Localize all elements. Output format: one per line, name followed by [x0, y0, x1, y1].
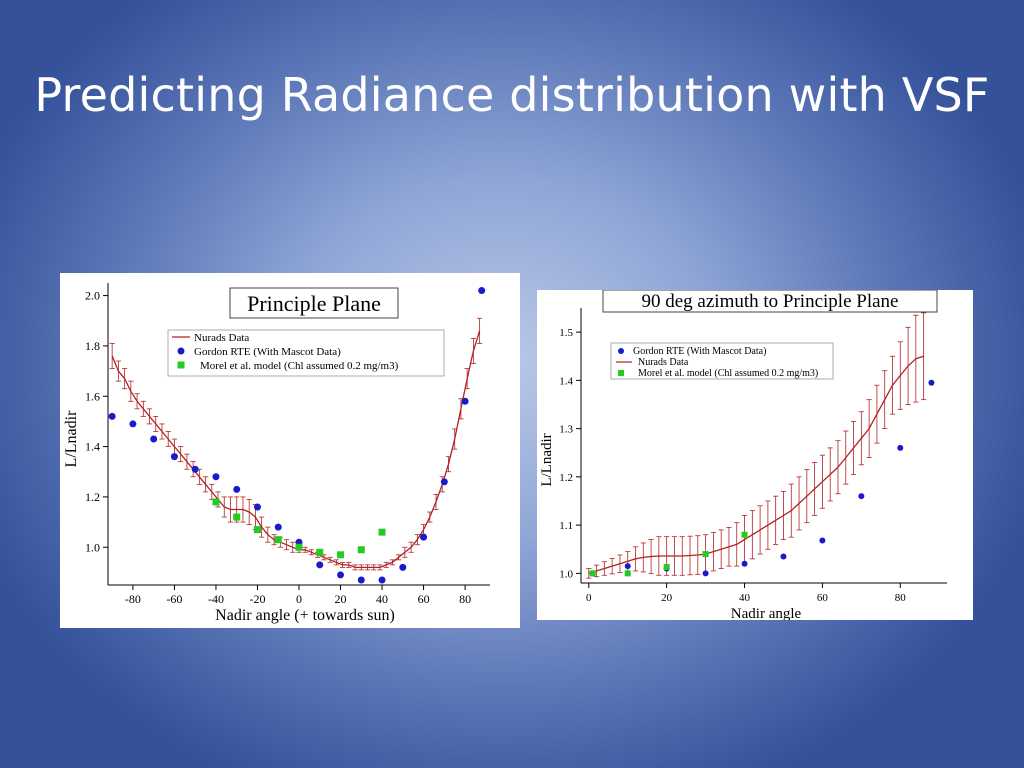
nurads-series-line [588, 355, 924, 575]
y-axis-label: L/Lnadir [63, 410, 80, 468]
azimuth-90-chart: 1.0 1.1 1.2 1.3 1.4 1.5 0 20 40 60 80 90 deg azimu… [539, 290, 947, 620]
x-tick-label: 40 [739, 592, 751, 604]
x-tick-label: -40 [208, 592, 224, 606]
legend-label-morel: Morel et al. model (Chl assumed 0.2 mg/m… [200, 360, 399, 372]
morel-model-point [589, 570, 596, 577]
legend-label-nurads: Nurads Data [638, 357, 689, 368]
azimuth-90-chart-panel: 1.0 1.1 1.2 1.3 1.4 1.5 0 20 40 60 80 90 deg azimu… [537, 290, 973, 620]
morel-model-point [316, 548, 324, 556]
legend-swatch-morel [618, 370, 624, 376]
nurads-error-bar [109, 343, 115, 369]
gordon-rte-point [274, 523, 282, 531]
gordon-rte-point [858, 493, 865, 500]
y-axis-label: L/Lnadir [539, 433, 555, 486]
gordon-rte-point [702, 570, 709, 577]
gordon-rte-point [780, 553, 787, 560]
gordon-rte-point [212, 473, 220, 481]
x-tick-label: 0 [586, 592, 592, 604]
x-axis-label: Nadir angle [731, 606, 802, 620]
chart-marks [108, 287, 486, 584]
x-tick-label: 60 [817, 592, 829, 604]
morel-model-point [378, 528, 386, 536]
morel-model-point [624, 570, 631, 577]
x-tick-label: 20 [335, 592, 347, 606]
chart-title-box: Principle Plane [229, 287, 399, 319]
y-tick-label: 1.2 [85, 490, 100, 504]
x-axis-label: Nadir angle (+ towards sun) [215, 607, 395, 624]
y-tick-label: 1.6 [85, 389, 100, 403]
morel-model-point [253, 526, 261, 534]
gordon-rte-point [624, 563, 631, 570]
gordon-rte-point [478, 287, 486, 295]
legend-swatch-gordon [177, 347, 185, 355]
morel-model-point [357, 546, 365, 554]
gordon-rte-point [129, 420, 137, 428]
morel-model-point [295, 543, 303, 551]
gordon-rte-point [928, 379, 935, 386]
gordon-rte-point [461, 397, 469, 405]
gordon-rte-point [233, 485, 241, 493]
y-tick-label: 1.0 [559, 568, 573, 580]
chart-axes: 1.0 1.2 1.4 1.6 1.8 2.0 -80 -60 -40 -20 0 20 40 60 80 [85, 283, 490, 606]
y-tick-label: 1.8 [85, 339, 100, 353]
morel-model-point [741, 531, 748, 538]
chart-title: 90 deg azimuth to Principle Plane [642, 291, 899, 312]
morel-model-point [233, 513, 241, 521]
x-tick-label: 40 [376, 592, 388, 606]
principle-plane-chart-panel: 1.0 1.2 1.4 1.6 1.8 2.0 -80 -60 -40 -20 0 20 40 60 80 … [60, 273, 520, 628]
gordon-rte-point [819, 537, 826, 544]
x-tick-label: 0 [296, 592, 302, 606]
morel-model-point [212, 498, 220, 506]
chart-marks [586, 312, 935, 579]
legend-swatch-gordon [618, 348, 624, 354]
gordon-rte-point [191, 465, 199, 473]
gordon-rte-point [150, 435, 158, 443]
slide-title: Predicting Radiance distribution with VS… [34, 68, 990, 122]
y-tick-label: 1.0 [85, 540, 100, 554]
legend-label-nurads: Nurads Data [194, 332, 249, 344]
x-tick-label: 80 [895, 592, 907, 604]
gordon-rte-point [440, 478, 448, 486]
gordon-rte-point [337, 571, 345, 579]
y-tick-label: 1.1 [559, 520, 573, 532]
gordon-rte-point [253, 503, 261, 511]
principle-plane-chart: 1.01.21.41.61.82.0-80 -60 -40 -20 0 20 40 60 80 … [63, 283, 490, 624]
legend-label-gordon: Gordon RTE (With Mascot Data) [633, 346, 766, 357]
x-tick-label: -20 [249, 592, 265, 606]
chart-legend: Gordon RTE (With Mascot Data) Nurads Dat… [610, 342, 834, 380]
y-tick-label: 2.0 [85, 289, 100, 303]
y-tick-label: 1.5 [559, 327, 573, 339]
morel-model-point [702, 551, 709, 558]
gordon-rte-point [170, 453, 178, 461]
x-tick-label: -60 [166, 592, 182, 606]
gordon-rte-point [357, 576, 365, 584]
y-tick-label: 1.4 [85, 440, 100, 454]
gordon-rte-point [378, 576, 386, 584]
x-tick-label: 60 [418, 592, 430, 606]
gordon-rte-point [316, 561, 324, 569]
morel-model-point [274, 536, 282, 544]
morel-model-point [337, 551, 345, 559]
chart-title: Principle Plane [247, 291, 381, 316]
y-tick-label: 1.2 [559, 472, 573, 484]
morel-model-point [663, 564, 670, 571]
gordon-rte-point [741, 560, 748, 567]
x-tick-label: 80 [459, 592, 471, 606]
y-tick-label: 1.3 [559, 424, 573, 436]
x-tick-label: -80 [125, 592, 141, 606]
gordon-rte-point [399, 563, 407, 571]
gordon-rte-point [897, 444, 904, 451]
legend-label-gordon: Gordon RTE (With Mascot Data) [194, 346, 341, 358]
chart-title-box: 90 deg azimuth to Principle Plane [602, 290, 938, 313]
chart-legend: Nurads Data Gordon RTE (With Mascot Data… [167, 329, 445, 377]
y-tick-label: 1.4 [559, 375, 573, 387]
gordon-rte-point [420, 533, 428, 541]
gordon-rte-point [108, 412, 116, 420]
chart-axes: 1.0 1.1 1.2 1.3 1.4 1.5 0 20 40 60 80 [559, 308, 947, 604]
nurads-error-bar [921, 312, 927, 401]
x-tick-label: 20 [661, 592, 673, 604]
legend-label-morel: Morel et al. model (Chl assumed 0.2 mg/m… [638, 368, 818, 379]
legend-swatch-morel [177, 361, 185, 369]
